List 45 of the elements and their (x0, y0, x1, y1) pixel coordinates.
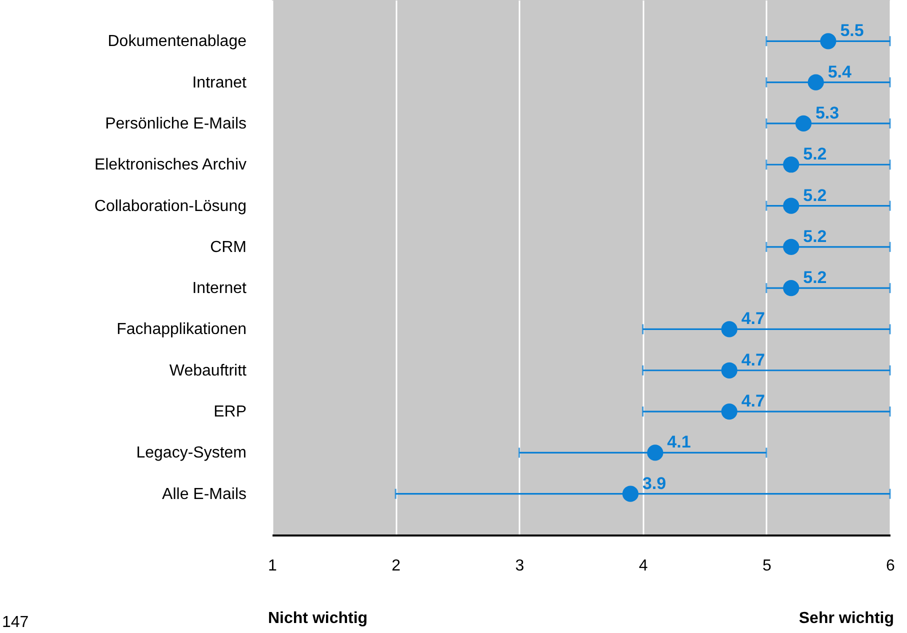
point (783, 198, 800, 214)
point (795, 115, 812, 132)
y-tick-label: Alle E-Mails (162, 486, 246, 503)
data-label: 5.4 (828, 62, 852, 82)
data-label: 5.2 (803, 268, 827, 288)
point (622, 486, 638, 502)
point (783, 280, 800, 296)
data-label: 5.2 (803, 186, 827, 205)
y-tick-label: Internet (192, 280, 248, 298)
y-tick-label: Collaboration-Lösung (94, 198, 246, 215)
data-label: 4.7 (741, 392, 765, 411)
x-tick-label: 1 (268, 558, 278, 574)
point (783, 238, 800, 255)
data-label: 4.7 (741, 309, 765, 328)
data-label: 5.3 (815, 103, 840, 122)
y-tick-label: Legacy-System (136, 444, 246, 462)
x-tick-label: 6 (886, 558, 896, 574)
x-tick-label: 5 (762, 558, 772, 574)
x-tick-label: 3 (515, 558, 524, 574)
x-tick-label: 2 (392, 558, 401, 574)
data-label: 4.7 (741, 350, 765, 370)
point (808, 74, 824, 90)
y-tick-label: Webauftritt (169, 362, 248, 380)
point (647, 444, 664, 461)
y-tick-label: CRM (210, 238, 246, 256)
text: Nicht wichtig (268, 610, 368, 628)
y-tick-label: Intranet (192, 74, 248, 92)
data-label: 4.1 (667, 432, 691, 452)
point (721, 403, 738, 420)
point (721, 321, 738, 338)
text: 147 (2, 614, 29, 632)
point (820, 33, 836, 50)
text: Sehr wichtig (798, 610, 894, 628)
data-label: 3.9 (642, 474, 666, 493)
data-label: 5.2 (803, 144, 827, 164)
point (721, 362, 738, 378)
y-tick-label: Persönliche E-Mails (105, 115, 246, 132)
x-tick-label: 4 (638, 558, 648, 574)
y-tick-label: Fachapplikationen (116, 321, 246, 338)
data-label: 5.2 (803, 226, 827, 246)
y-tick-label: Dokumentenablage (108, 33, 247, 50)
y-tick-label: ERP (214, 404, 246, 421)
data-label: 5.5 (840, 21, 864, 40)
y-tick-label: Elektronisches Archiv (94, 156, 246, 174)
point (783, 156, 800, 173)
